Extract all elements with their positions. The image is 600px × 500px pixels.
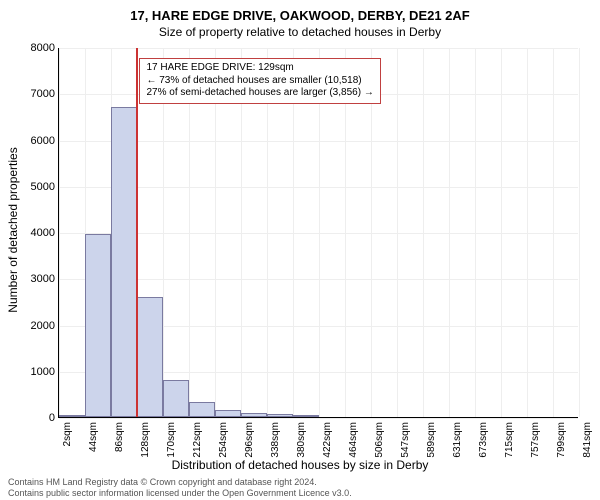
histogram-bar [85, 234, 111, 417]
x-tick-label: 547sqm [400, 422, 411, 458]
reference-line [136, 48, 138, 417]
x-tick-label: 506sqm [374, 422, 385, 458]
footer-line-2: Contains public sector information licen… [8, 488, 352, 498]
chart-plot-area [58, 48, 578, 418]
histogram-bar [215, 410, 241, 417]
x-tick-label: 338sqm [270, 422, 281, 458]
y-tick-label: 7000 [15, 88, 55, 100]
y-tick-label: 2000 [15, 320, 55, 332]
y-tick-label: 5000 [15, 181, 55, 193]
annotation-line: ← 73% of detached houses are smaller (10… [146, 75, 373, 88]
x-tick-label: 212sqm [192, 422, 203, 458]
gridline-v [527, 48, 528, 417]
histogram-bar [163, 380, 189, 417]
annotation-line: 27% of semi-detached houses are larger (… [146, 87, 373, 100]
histogram-bar [267, 414, 293, 417]
footer-line-1: Contains HM Land Registry data © Crown c… [8, 477, 352, 487]
histogram-bar [189, 402, 215, 417]
gridline-v [397, 48, 398, 417]
gridline-v [59, 48, 60, 417]
annotation-line: 17 HARE EDGE DRIVE: 129sqm [146, 62, 373, 75]
chart-title-main: 17, HARE EDGE DRIVE, OAKWOOD, DERBY, DE2… [0, 0, 600, 23]
y-tick-label: 1000 [15, 366, 55, 378]
gridline-v [553, 48, 554, 417]
x-tick-label: 715sqm [504, 422, 515, 458]
y-tick-label: 0 [15, 412, 55, 424]
chart-title-sub: Size of property relative to detached ho… [0, 23, 600, 43]
footer-attribution: Contains HM Land Registry data © Crown c… [8, 477, 352, 498]
x-tick-label: 170sqm [166, 422, 177, 458]
histogram-bar [137, 297, 163, 417]
x-tick-label: 128sqm [140, 422, 151, 458]
x-tick-label: 380sqm [296, 422, 307, 458]
x-tick-label: 589sqm [426, 422, 437, 458]
x-tick-label: 44sqm [88, 422, 99, 452]
x-tick-label: 86sqm [114, 422, 125, 452]
histogram-bar [59, 415, 85, 417]
y-tick-label: 3000 [15, 273, 55, 285]
x-tick-label: 2sqm [62, 422, 73, 446]
gridline-v [423, 48, 424, 417]
x-tick-label: 296sqm [244, 422, 255, 458]
x-axis-label: Distribution of detached houses by size … [0, 458, 600, 472]
gridline-h [59, 418, 578, 419]
x-tick-label: 799sqm [556, 422, 567, 458]
gridline-v [501, 48, 502, 417]
gridline-v [579, 48, 580, 417]
x-tick-label: 673sqm [478, 422, 489, 458]
y-tick-label: 8000 [15, 42, 55, 54]
x-tick-label: 841sqm [582, 422, 593, 458]
histogram-bar [241, 413, 267, 417]
gridline-v [449, 48, 450, 417]
gridline-v [475, 48, 476, 417]
x-tick-label: 757sqm [530, 422, 541, 458]
y-tick-label: 4000 [15, 227, 55, 239]
histogram-bar [111, 107, 137, 417]
x-tick-label: 422sqm [322, 422, 333, 458]
annotation-box: 17 HARE EDGE DRIVE: 129sqm← 73% of detac… [139, 58, 380, 104]
x-tick-label: 254sqm [218, 422, 229, 458]
y-tick-label: 6000 [15, 135, 55, 147]
x-tick-label: 631sqm [452, 422, 463, 458]
x-tick-label: 464sqm [348, 422, 359, 458]
histogram-bar [293, 415, 319, 417]
